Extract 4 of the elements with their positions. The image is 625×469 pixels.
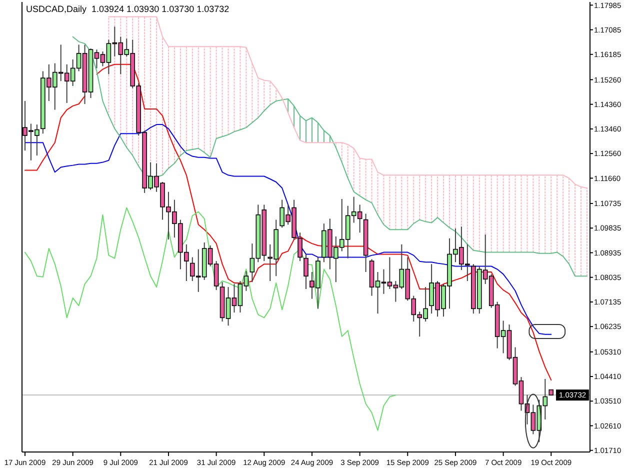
candlestick [298, 232, 302, 262]
line-series [24, 207, 396, 431]
candlestick [304, 254, 308, 290]
chart-title: USDCAD,Daily 1.03924 1.03930 1.03730 1.03732 [26, 4, 230, 14]
